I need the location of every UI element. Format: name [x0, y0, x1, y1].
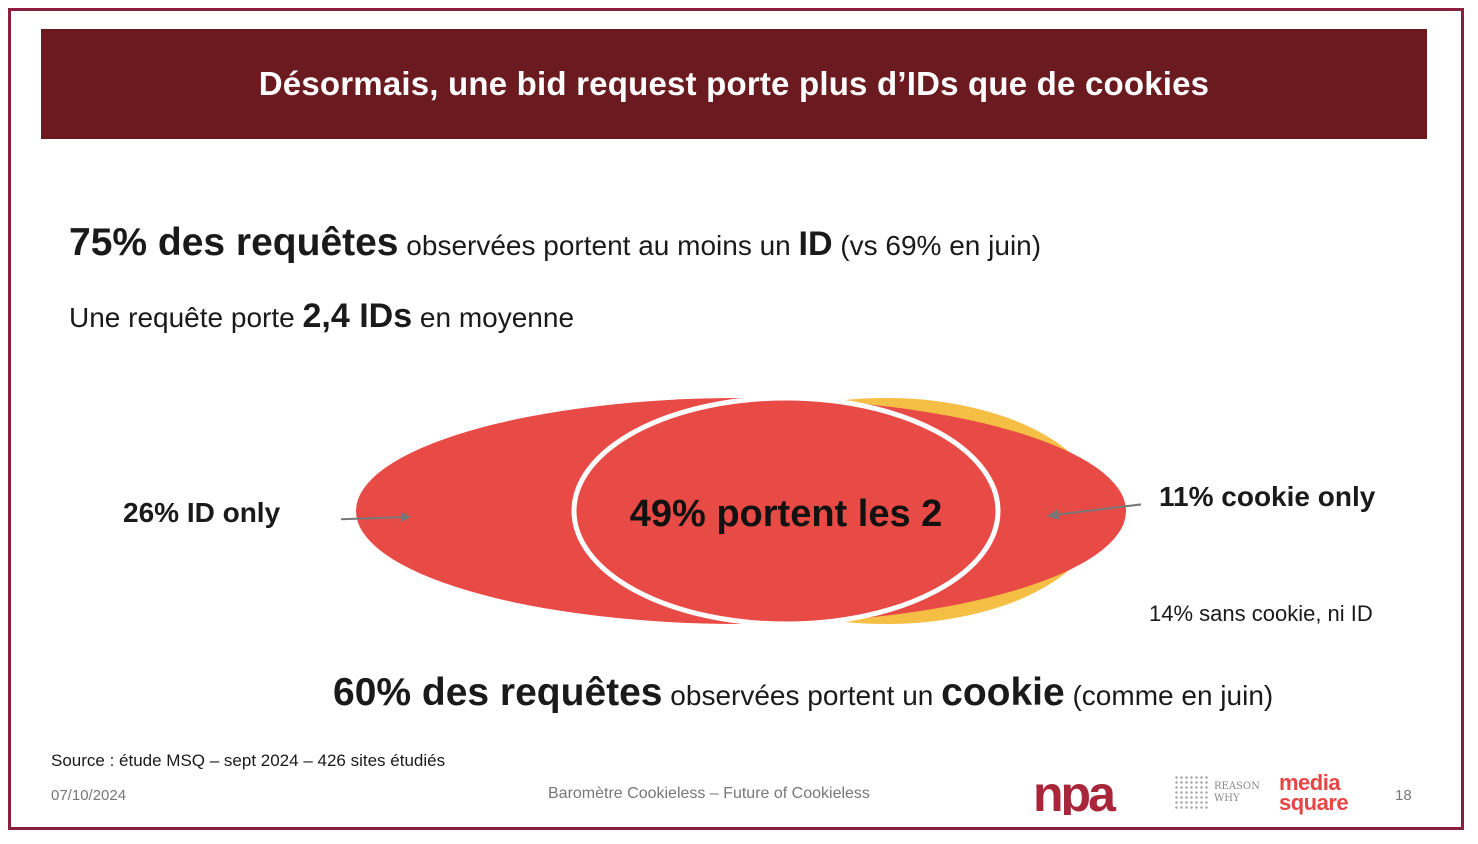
source-note: Source : étude MSQ – sept 2024 – 426 sit…: [51, 751, 446, 770]
svg-text:npa: npa: [1033, 775, 1117, 815]
stat-ids: 75% des requêtes observées portent au mo…: [69, 221, 1041, 265]
page-number: 18: [1395, 787, 1412, 804]
stat-cookies: 60% des requêtes observées portent un co…: [333, 671, 1273, 715]
label-cookie-only: 11% cookie only: [1159, 481, 1376, 512]
arrow-left-head: [401, 512, 411, 522]
stat-cookies-text-a: observées portent un: [662, 680, 942, 711]
reason-why-text: REASON WHY: [1214, 781, 1260, 805]
slide: Désormais, une bid request porte plus d’…: [8, 8, 1464, 830]
stat-average-bold: 2,4 IDs: [302, 297, 413, 335]
label-none: 14% sans cookie, ni ID: [1149, 601, 1373, 626]
mediasquare-logo: media square: [1279, 770, 1349, 815]
arrow-right-head: [1047, 509, 1059, 520]
stat-cookies-bold: cookie: [941, 671, 1065, 714]
stat-average: Une requête porte 2,4 IDs en moyenne: [69, 297, 574, 336]
footer-title: Baromètre Cookieless – Future of Cookiel…: [548, 785, 870, 802]
title-bar: Désormais, une bid request porte plus d’…: [41, 29, 1427, 139]
stat-ids-lead: 75% des requêtes: [69, 221, 399, 264]
footer-date: 07/10/2024: [51, 787, 127, 804]
stat-ids-text-a: observées portent au moins un: [398, 230, 799, 261]
stat-ids-text-b: (vs 69% en juin): [832, 230, 1042, 261]
reason-why-line2: WHY: [1214, 793, 1240, 804]
venn-diagram: 49% portent les 2: [341, 396, 1141, 627]
arrow-left: [341, 516, 410, 521]
mediasquare-line1: media: [1279, 770, 1341, 795]
npa-logo: npa: [1033, 775, 1120, 815]
slide-title: Désormais, une bid request porte plus d’…: [258, 65, 1210, 102]
reason-why-line1: REASON: [1214, 781, 1260, 792]
reason-why-logo: REASON WHY: [1174, 773, 1274, 813]
stat-cookies-text-b: (comme en juin): [1064, 680, 1274, 711]
stat-average-text-a: Une requête porte: [69, 302, 303, 333]
venn-overlap-ellipse: [571, 396, 1001, 627]
arrow-right: [1052, 503, 1141, 516]
venn-center-label: 49% portent les 2: [630, 493, 943, 535]
label-id-only: 26% ID only: [123, 497, 281, 528]
stat-ids-bold: ID: [798, 225, 833, 263]
mediasquare-line2: square: [1279, 790, 1349, 815]
stat-average-text-b: en moyenne: [412, 302, 575, 333]
stat-cookies-lead: 60% des requêtes: [333, 671, 663, 714]
reason-why-dots: [1174, 775, 1210, 811]
